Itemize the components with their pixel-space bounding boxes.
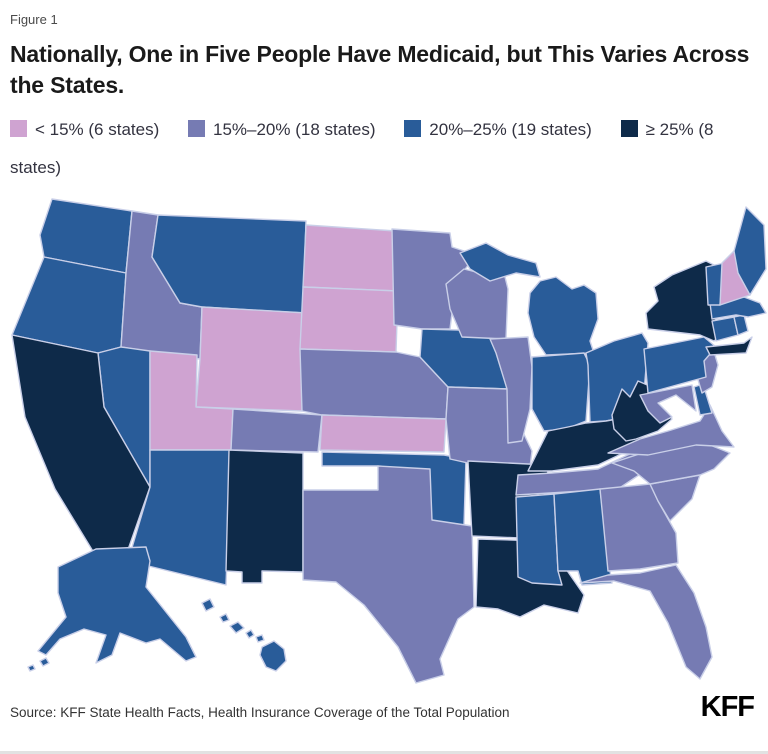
legend-swatch-15to20-icon bbox=[188, 120, 205, 138]
state-wi bbox=[445, 268, 509, 340]
figure-label: Figure 1 bbox=[10, 12, 58, 27]
source-text: Source: KFF State Health Facts, Health I… bbox=[10, 705, 510, 721]
legend-label-20to25: 20%–25% (19 states) bbox=[429, 120, 592, 140]
legend-swatch-20to25-icon bbox=[404, 120, 422, 138]
state-hi bbox=[201, 598, 287, 672]
footer: Source: KFF State Health Facts, Health I… bbox=[0, 689, 768, 730]
state-mi bbox=[459, 242, 599, 356]
state-il bbox=[489, 336, 533, 444]
state-wy bbox=[195, 306, 308, 412]
kff-logo: KFF bbox=[700, 691, 755, 724]
state-ks bbox=[319, 414, 447, 453]
legend-label-15to20: 15%–20% (18 states) bbox=[213, 120, 376, 140]
page-title: Nationally, One in Five People Have Medi… bbox=[10, 41, 750, 99]
state-ak bbox=[27, 546, 197, 672]
state-fl bbox=[579, 564, 713, 680]
state-md bbox=[639, 384, 697, 424]
state-co bbox=[230, 408, 323, 453]
legend-item-20to25: 20%–25% (19 states) bbox=[404, 120, 592, 139]
state-in bbox=[531, 352, 591, 432]
state-tx bbox=[302, 465, 475, 684]
state-me bbox=[733, 206, 767, 296]
state-az bbox=[127, 449, 232, 586]
legend-item-15to20: 15%–20% (18 states) bbox=[188, 120, 376, 139]
state-va bbox=[607, 404, 735, 456]
state-nm bbox=[225, 449, 304, 584]
state-sd bbox=[299, 286, 399, 353]
legend-label-lt15: < 15% (6 states) bbox=[35, 120, 160, 140]
state-nd bbox=[302, 224, 399, 292]
legend-item-lt15: < 15% (6 states) bbox=[10, 120, 159, 139]
legend-label-gte25: ≥ 25% (8 states) bbox=[10, 120, 714, 178]
legend: < 15% (6 states) 15%–20% (18 states) 20%… bbox=[0, 101, 768, 187]
legend-item-gte25: ≥ 25% (8 states) bbox=[10, 120, 713, 177]
us-choropleth-map bbox=[11, 198, 767, 684]
legend-swatch-gte25-icon bbox=[620, 120, 638, 138]
state-ny bbox=[645, 260, 753, 356]
legend-swatch-lt15-icon bbox=[10, 120, 27, 138]
